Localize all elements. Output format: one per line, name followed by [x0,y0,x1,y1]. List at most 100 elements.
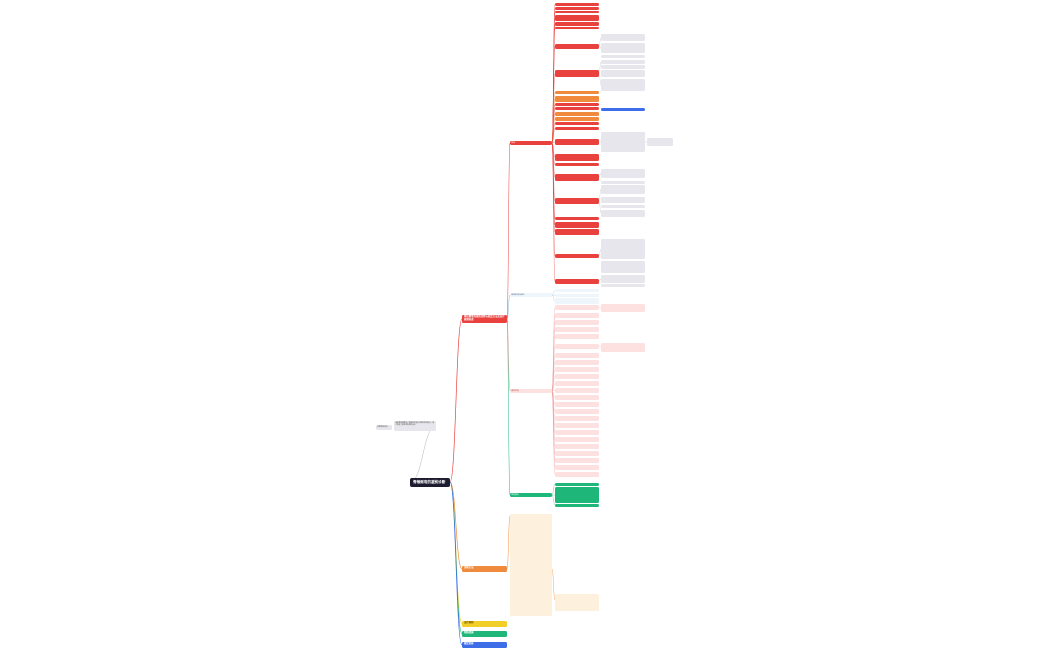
detail-leaf-node[interactable] [601,79,645,91]
detail-leaf-node[interactable] [601,197,645,203]
sub-branch-exam[interactable]: 辅助检查 [510,389,552,393]
distinction-table-footer[interactable] [555,504,599,507]
detail-leaf-node[interactable] [601,239,645,259]
exam-leaf-node[interactable] [555,465,599,470]
detail-leaf-node[interactable] [601,55,645,58]
cause-leaf-node[interactable] [555,229,599,235]
exam-leaf-node[interactable] [555,388,599,393]
exam-leaf-node[interactable] [555,458,599,463]
sub-branch-distinction[interactable]: 鉴别要点 [510,493,552,497]
detail-leaf-node[interactable] [601,43,645,53]
cause-leaf-node[interactable] [555,91,599,94]
cause-leaf-node[interactable] [555,11,599,13]
distinction-table-header[interactable] [555,483,599,486]
connector-line [506,318,511,496]
connector-line [598,200,602,214]
detail-leaf-node[interactable] [601,70,645,77]
cause-leaf-node[interactable] [555,254,599,258]
branch-treatment[interactable]: 治疗原则 [462,621,507,627]
diagnosis-detail-block[interactable] [510,514,552,616]
exam-leaf-node[interactable] [555,416,599,421]
connector-line [551,142,556,282]
clinical-leaf-node[interactable] [555,298,599,304]
cause-leaf-node[interactable] [555,217,599,220]
detail-leaf-node[interactable] [601,169,645,178]
cause-leaf-node[interactable] [555,15,599,21]
exam-leaf-node[interactable] [555,334,599,339]
exam-leaf-node[interactable] [555,451,599,456]
cause-leaf-node[interactable] [555,27,599,29]
branch-rehab[interactable]: 康复训练 [462,642,507,648]
cause-leaf-node[interactable] [555,198,599,204]
distinction-table[interactable] [555,487,599,503]
cause-leaf-node[interactable] [555,7,599,10]
sub-branch-clinical[interactable]: 临床表现与体征 [510,293,552,297]
detail-leaf-node[interactable] [601,65,645,69]
cause-leaf-node[interactable] [555,112,599,116]
exam-leaf-node[interactable] [555,374,599,379]
cause-leaf-node[interactable] [555,222,599,228]
exam-leaf-node[interactable] [555,402,599,407]
detail-leaf-node[interactable] [601,34,645,41]
detail-leaf-node[interactable] [601,205,645,208]
exam-leaf-node[interactable] [555,423,599,428]
detail-leaf-node[interactable] [601,181,645,184]
connector-line [449,481,463,646]
exam-detail-node[interactable] [601,343,645,352]
exam-leaf-node[interactable] [555,472,599,477]
exam-leaf-node[interactable] [555,367,599,372]
exam-leaf-node[interactable] [555,313,599,318]
exam-leaf-node[interactable] [555,305,599,310]
detail-leaf-node[interactable] [601,284,645,287]
cause-leaf-node[interactable] [555,163,599,166]
cause-leaf-node[interactable] [555,44,599,49]
exam-leaf-node[interactable] [555,395,599,400]
exam-leaf-node[interactable] [555,353,599,358]
exam-leaf-node[interactable] [555,344,599,349]
exam-detail-node[interactable] [601,304,645,312]
connector-line [551,494,556,506]
exam-leaf-node[interactable] [555,381,599,386]
root-node[interactable]: 脊椎侧弯的鉴别诊断 [410,478,450,487]
exam-leaf-node[interactable] [555,437,599,442]
detail-leaf-node[interactable] [601,60,645,64]
diagnosis-side-block[interactable] [555,594,599,611]
detail-leaf-node[interactable] [601,108,645,111]
connector-line [598,278,602,282]
detail-leaf-node[interactable] [601,210,645,217]
branch-prevention[interactable]: 预防措施 [462,631,507,637]
cause-leaf-node[interactable] [555,3,599,6]
cause-leaf-node[interactable] [555,117,599,121]
cause-leaf-node[interactable] [555,154,599,161]
exam-leaf-node[interactable] [555,327,599,332]
connector-line [551,383,556,392]
cause-leaf-node[interactable] [555,103,599,106]
exam-leaf-node[interactable] [555,430,599,435]
branch-diagnosis[interactable]: 诊断方法 [462,566,507,572]
cause-leaf-node[interactable] [555,107,599,110]
note-text[interactable]: 该思维导图整理了脊椎侧弯鉴别诊断的相关要点，便于快速了解各类侧弯的特点 [394,421,436,431]
detail-leaf-node[interactable] [601,132,645,152]
connector-line [598,188,602,202]
cause-leaf-node[interactable] [555,139,599,145]
cause-leaf-node[interactable] [555,22,599,26]
note-label[interactable]: 思维导图说明 [376,425,392,430]
detail-extra-node[interactable] [647,138,673,146]
sub-branch-cause[interactable]: 病因 [510,141,552,145]
cause-leaf-node[interactable] [555,96,599,102]
detail-leaf-node[interactable] [601,275,645,283]
detail-leaf-node[interactable] [601,185,645,194]
exam-leaf-node[interactable] [555,409,599,414]
exam-leaf-node[interactable] [555,444,599,449]
branch-overview[interactable]: 脊柱侧弯的鉴别诊断与检查方法及治疗原则综述 [462,315,507,323]
detail-leaf-node[interactable] [601,261,645,273]
exam-leaf-node[interactable] [555,360,599,365]
cause-leaf-node[interactable] [555,70,599,77]
cause-leaf-node[interactable] [555,279,599,284]
cause-leaf-node[interactable] [555,174,599,181]
clinical-leaf-node[interactable] [555,294,599,297]
cause-leaf-node[interactable] [555,122,599,125]
clinical-leaf-node[interactable] [555,289,599,292]
cause-leaf-node[interactable] [555,127,599,130]
exam-leaf-node[interactable] [555,320,599,325]
